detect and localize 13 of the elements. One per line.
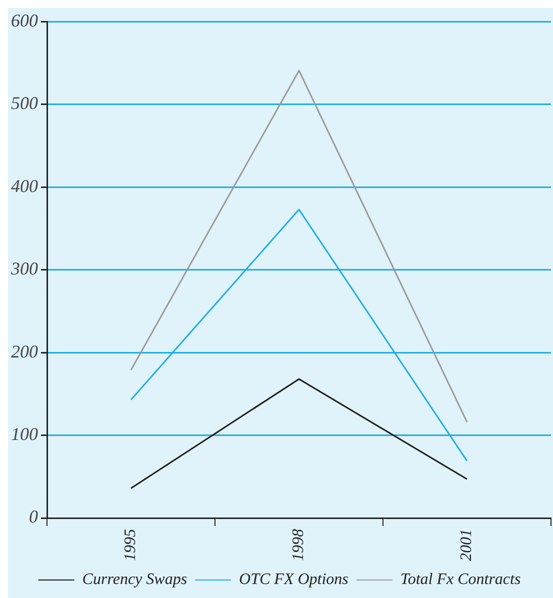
y-tick-label: 0 xyxy=(29,506,38,527)
legend-label: OTC FX Options xyxy=(239,571,348,588)
x-tick-label: 1995 xyxy=(122,529,140,561)
y-tick-label: 400 xyxy=(11,176,38,196)
legend-label: Currency Swaps xyxy=(82,571,188,588)
x-tick-label: 1998 xyxy=(290,529,308,561)
y-tick-label: 200 xyxy=(11,341,38,362)
x-tick-label: 2001 xyxy=(458,529,476,561)
y-tick-label: 100 xyxy=(11,424,38,444)
y-tick-label: 300 xyxy=(10,258,38,279)
y-tick-label: 500 xyxy=(11,93,38,114)
y-tick-label: 600 xyxy=(11,10,38,31)
legend-label: Total Fx Contracts xyxy=(400,571,521,588)
